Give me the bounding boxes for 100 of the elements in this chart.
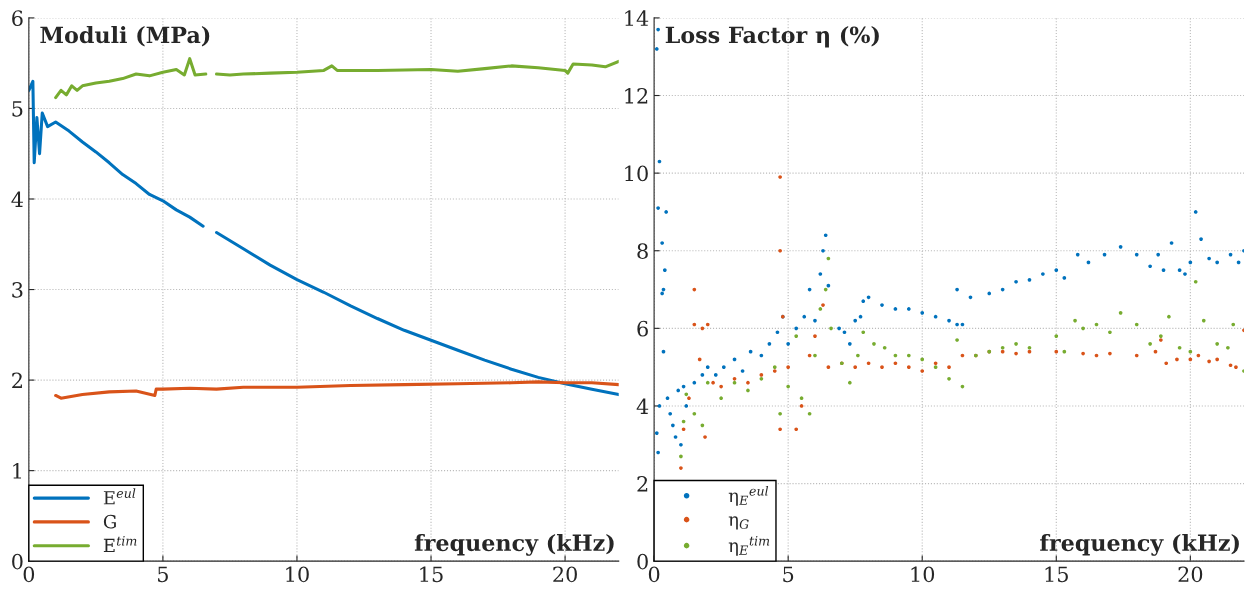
- point: [778, 175, 782, 179]
- point: [719, 384, 723, 389]
- x-tick-label: 5: [783, 566, 794, 583]
- point: [799, 404, 804, 408]
- point: [823, 287, 828, 292]
- point: [786, 365, 790, 369]
- point: [1215, 342, 1219, 346]
- y-tick-label: 14: [625, 10, 649, 26]
- y-tick-label: 4: [11, 191, 23, 207]
- point: [947, 376, 951, 381]
- y-tick-label: 3: [12, 282, 23, 298]
- point: [1118, 310, 1123, 315]
- point: [1108, 351, 1112, 356]
- point: [1175, 357, 1179, 362]
- point: [906, 365, 911, 369]
- point: [786, 384, 790, 389]
- point: [826, 365, 831, 369]
- y-tick-label: 6: [12, 10, 23, 27]
- x-tick-label: 5: [158, 566, 168, 583]
- point: [1134, 322, 1139, 327]
- point: [1228, 363, 1233, 368]
- point: [794, 427, 799, 432]
- point: [813, 334, 817, 338]
- point: [1201, 318, 1206, 323]
- x-tick-label: 0: [23, 566, 35, 583]
- point: [1134, 353, 1139, 358]
- point: [906, 353, 911, 358]
- point: [772, 369, 777, 373]
- y-tick-label: 1: [13, 463, 22, 479]
- point: [778, 427, 782, 432]
- point: [1108, 330, 1112, 335]
- chart-title: Loss Factor η (%): [665, 26, 879, 48]
- point: [1081, 351, 1085, 356]
- point: [684, 392, 689, 397]
- point: [703, 435, 707, 439]
- x-tick-label: 10: [911, 566, 935, 583]
- x-tick-label: 20: [1178, 566, 1203, 583]
- point: [692, 322, 697, 327]
- y-tick-label: 8: [637, 243, 648, 259]
- point: [681, 427, 686, 432]
- x-tick-label: 20: [553, 566, 577, 583]
- x-axis-title: frequency (kHz): [1040, 533, 1239, 556]
- x-axis-title: frequency (kHz): [414, 533, 614, 556]
- x-tick-label: 15: [1045, 566, 1068, 583]
- point: [759, 373, 764, 377]
- point: [1073, 318, 1077, 323]
- chart-title: Moduli (MPa): [40, 26, 210, 47]
- point: [1148, 342, 1152, 346]
- point: [947, 365, 951, 369]
- point: [861, 330, 866, 335]
- point: [866, 361, 871, 366]
- point: [1000, 345, 1005, 350]
- point: [778, 411, 782, 416]
- point: [829, 326, 833, 331]
- point: [1234, 365, 1238, 369]
- point: [705, 322, 710, 327]
- point: [1027, 345, 1032, 350]
- point: [679, 454, 683, 459]
- point: [1159, 338, 1163, 342]
- point: [1159, 334, 1163, 338]
- point: [893, 361, 898, 366]
- point: [692, 287, 697, 292]
- point: [1054, 349, 1059, 354]
- point: [1014, 342, 1018, 346]
- x-tick-label: 15: [420, 566, 443, 583]
- point: [1193, 279, 1198, 284]
- y-tick-label: 4: [636, 398, 649, 414]
- y-tick-label: 10: [625, 165, 648, 182]
- point: [920, 357, 925, 362]
- point: [799, 396, 804, 401]
- point: [687, 396, 691, 401]
- legend-label: η$_{E}$$^{eul}$: [728, 485, 769, 506]
- x-tick-label: 10: [286, 566, 309, 583]
- point: [818, 307, 823, 311]
- y-tick-label: 12: [625, 87, 648, 104]
- point: [794, 334, 799, 338]
- point: [1177, 345, 1182, 350]
- point: [711, 380, 715, 385]
- y-tick-label: 2: [12, 372, 22, 389]
- line-series: [54, 380, 619, 400]
- point: [880, 365, 884, 369]
- y-tick-label: 5: [12, 101, 23, 117]
- y-tick-label: 6: [637, 320, 648, 337]
- y-tick-label: 0: [12, 553, 23, 570]
- point: [872, 342, 876, 346]
- legend-label: η$_{E}$$^{tim}$: [728, 536, 770, 556]
- y-tick-label: 2: [637, 476, 648, 492]
- point: [933, 361, 938, 366]
- legend-label: η$_{G}$: [728, 516, 749, 530]
- point: [719, 396, 723, 401]
- point: [920, 369, 925, 373]
- point: [746, 388, 750, 393]
- point: [1226, 345, 1230, 350]
- point: [1081, 326, 1085, 331]
- point: [705, 380, 710, 385]
- point: [933, 365, 938, 369]
- x-tick-label: 0: [648, 566, 660, 583]
- point: [821, 303, 825, 307]
- point: [732, 376, 737, 381]
- y-tick-label: 0: [637, 553, 648, 570]
